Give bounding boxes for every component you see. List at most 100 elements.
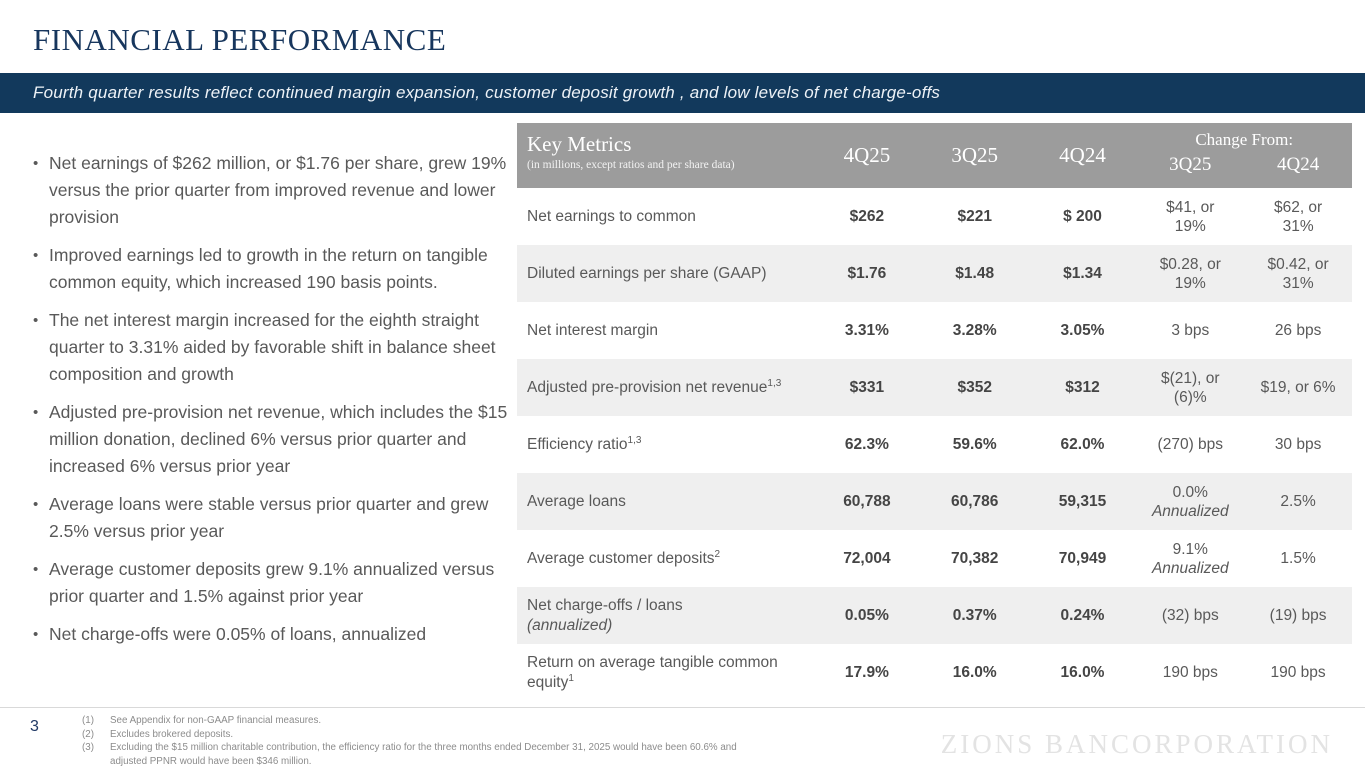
footnote-reference: 1,3: [767, 377, 782, 389]
zions-bancorporation-logo: ZIONS BANCORPORATION: [940, 729, 1333, 759]
bullet-marker-icon: •: [33, 561, 39, 578]
change-cell-line: (270) bps: [1157, 436, 1224, 453]
bullet-item: • Average loans were stable versus prior …: [20, 491, 516, 545]
value-cell: 60,788: [843, 492, 891, 510]
bullet-text: Net charge-offs were 0.05% of loans, ann…: [49, 624, 427, 644]
value-cell: 59.6%: [952, 435, 997, 453]
change-cell-line: 31%: [1282, 217, 1314, 235]
bullet-marker-icon: •: [33, 247, 39, 264]
change-cell-line: 26 bps: [1274, 322, 1322, 339]
subtitle-banner: Fourth quarter results reflect continued…: [0, 73, 1365, 113]
change-cell-line: 2.5%: [1280, 493, 1316, 510]
bullet-item: • The net interest margin increased for t…: [20, 307, 516, 388]
row-label: Net interest margin: [517, 302, 813, 359]
row-label: Diluted earnings per share (GAAP): [517, 245, 813, 302]
value-cell: $312: [1065, 378, 1100, 396]
change-cell-line: 190 bps: [1270, 664, 1326, 681]
table-row: Diluted earnings per share (GAAP) $1.76 $1…: [517, 245, 1352, 302]
row-label-text: Net charge-offs / loans: [527, 596, 683, 614]
footer-divider: [0, 707, 1365, 708]
change-cell-line: 190 bps: [1162, 664, 1218, 681]
change-cell: (270) bps: [1136, 416, 1244, 473]
change-from-header-group: Change From: 3Q25 4Q24: [1136, 123, 1352, 188]
value-cell: 0.37%: [952, 606, 997, 624]
value-cell: $ 200: [1063, 207, 1102, 225]
row-label-line2: (annualized): [527, 616, 613, 634]
value-cell: 3.05%: [1060, 321, 1105, 339]
change-cell-line: 9.1%: [1172, 540, 1208, 558]
change-cell: 190 bps: [1136, 644, 1244, 701]
table-row: Average customer deposits2 72,004 70,382 70…: [517, 530, 1352, 587]
change-cell: $19, or 6%: [1244, 359, 1352, 416]
change-cell: 2.5%: [1244, 473, 1352, 530]
bullet-item: • Net earnings of $262 million, or $1.76 …: [20, 150, 516, 231]
change-cell-line: 30 bps: [1274, 436, 1322, 453]
change-cell: 1.5%: [1244, 530, 1352, 587]
row-label: Efficiency ratio1,3: [517, 416, 813, 473]
column-header-4q25: 4Q25: [843, 143, 891, 167]
row-label-text: Adjusted pre-provision net revenue1,3: [527, 377, 782, 396]
change-from-subcolumns: 3Q25 4Q24: [1136, 149, 1352, 188]
table-row: Average loans 60,788 60,786 59,315 0.0% Annua…: [517, 473, 1352, 530]
column-header-4q24: 4Q24: [1059, 143, 1106, 167]
change-cell-line: (6)%: [1173, 388, 1207, 406]
value-cell: $352: [957, 378, 992, 396]
change-cell-line: $0.28, or: [1159, 255, 1221, 273]
value-cell: 3.31%: [844, 321, 889, 339]
table-title: Key Metrics: [527, 132, 632, 156]
row-label: Adjusted pre-provision net revenue1,3: [517, 359, 813, 416]
table-row: Net interest margin 3.31% 3.28% 3.05% 3 bps 2…: [517, 302, 1352, 359]
change-cell: 3 bps: [1136, 302, 1244, 359]
row-label: Net earnings to common: [517, 188, 813, 245]
value-cell: 62.3%: [844, 435, 889, 453]
change-cell: $(21), or (6)%: [1136, 359, 1244, 416]
footnotes: (1) See Appendix for non-GAAP financial m…: [82, 714, 774, 768]
value-cell: 16.0%: [1060, 663, 1105, 681]
row-label-text: Net earnings to common: [527, 207, 696, 225]
change-cell: $41, or 19%: [1136, 188, 1244, 245]
change-cell-line: 19%: [1174, 217, 1206, 235]
page-number: 3: [30, 718, 39, 735]
table-row: Net charge-offs / loans (annualized) 0.05%…: [517, 587, 1352, 644]
key-metrics-table: Key Metrics (in millions, except ratios …: [517, 123, 1352, 701]
row-label: Average loans: [517, 473, 813, 530]
footnote-reference: 2: [714, 548, 721, 560]
change-cell-line: $62, or: [1273, 198, 1323, 216]
value-cell: $262: [849, 207, 885, 225]
bullet-text: Average customer deposits grew 9.1% annu…: [49, 559, 495, 606]
change-cell: (32) bps: [1136, 587, 1244, 644]
value-cell: 60,786: [950, 492, 999, 510]
bullet-marker-icon: •: [33, 155, 39, 172]
change-cell: $0.42, or 31%: [1244, 245, 1352, 302]
change-cell-line: $(21), or: [1160, 369, 1220, 387]
change-cell: (19) bps: [1244, 587, 1352, 644]
bullet-marker-icon: •: [33, 312, 39, 329]
column-header-3q25: 3Q25: [951, 143, 999, 167]
footnote-text: See Appendix for non-GAAP financial meas…: [110, 715, 322, 726]
value-cell: $1.76: [847, 264, 887, 282]
value-cell: 72,004: [843, 549, 891, 567]
value-cell: $331: [849, 378, 885, 396]
change-column-4q24: 4Q24: [1276, 154, 1320, 175]
table-title-cell: Key Metrics (in millions, except ratios …: [517, 123, 813, 188]
footnote: (3) Excluding the $15 million charitable …: [82, 741, 774, 768]
bullet-text: Net earnings of $262 million, or $1.76 p…: [49, 153, 507, 227]
bullet-text: Average loans were stable versus prior q…: [49, 494, 489, 541]
value-cell: 16.0%: [952, 663, 997, 681]
change-cell-line: 31%: [1282, 274, 1314, 292]
change-cell-line: $0.42, or: [1267, 255, 1329, 273]
table-header: Key Metrics (in millions, except ratios …: [517, 123, 1352, 188]
change-cell: 0.0% Annualized: [1136, 473, 1244, 530]
footnote-number: (3): [82, 742, 94, 753]
value-cell: 62.0%: [1060, 435, 1105, 453]
row-label-text: Efficiency ratio1,3: [527, 434, 642, 453]
change-cell-line: 0.0%: [1172, 483, 1208, 501]
row-label: Average customer deposits2: [517, 530, 813, 587]
value-cell: 59,315: [1058, 492, 1107, 510]
slide-title: FINANCIAL PERFORMANCE: [33, 22, 447, 57]
bullet-item: • Adjusted pre-provision net revenue, whi…: [20, 399, 516, 480]
bullet-text: Adjusted pre-provision net revenue, whic…: [49, 402, 508, 476]
change-cell-line: Annualized: [1151, 559, 1229, 577]
footnote-text: Excluding the $15 million charitable con…: [110, 742, 737, 767]
table-row: Efficiency ratio1,3 62.3% 59.6% 62.0% (270) …: [517, 416, 1352, 473]
